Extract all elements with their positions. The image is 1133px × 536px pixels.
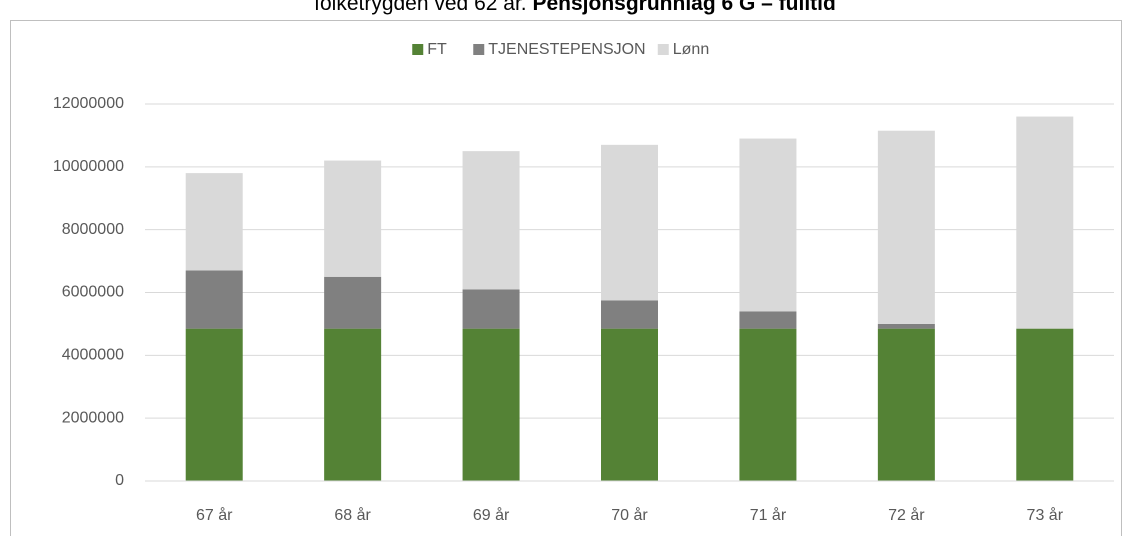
- x-tick-label: 68 år: [334, 506, 371, 524]
- bar-segment: [462, 289, 520, 329]
- bar-segment: [1016, 328, 1074, 481]
- bar-segment: [324, 276, 382, 329]
- x-tick-label: 72 år: [888, 506, 925, 524]
- y-tick-label: 4000000: [62, 347, 124, 364]
- bar-segment: [1016, 116, 1074, 329]
- bar-segment: [877, 323, 935, 329]
- bar-segment: [462, 151, 520, 290]
- bar-segment: [877, 328, 935, 481]
- y-tick-label: 2000000: [62, 409, 124, 426]
- x-tick-label: 67 år: [196, 506, 233, 524]
- legend-swatch: [657, 44, 669, 55]
- chart-title: folketrygden ved 62 år. Pensjonsgrunnlag…: [314, 0, 836, 15]
- x-tick-label: 69 år: [473, 506, 510, 524]
- legend-label: Lønn: [673, 41, 709, 58]
- bar-segment: [601, 300, 658, 329]
- legend-label: TJENESTEPENSJON: [488, 41, 645, 58]
- bar-segment: [877, 130, 935, 324]
- bar-segment: [462, 328, 520, 481]
- bar-segment: [324, 328, 382, 481]
- bar-segment: [601, 144, 658, 301]
- y-tick-label: 10000000: [53, 158, 124, 175]
- bar-segment: [739, 311, 797, 329]
- y-tick-label: 8000000: [62, 221, 124, 238]
- legend-label: FT: [427, 41, 447, 58]
- chart-frame: [10, 20, 1122, 536]
- x-tick-label: 73 år: [1027, 506, 1064, 524]
- bar-segment: [185, 173, 243, 271]
- bar-segment: [185, 270, 243, 329]
- title-bold: Pensjonsgrunnlag 6 G – fulltid: [532, 0, 835, 15]
- y-tick-label: 0: [115, 472, 124, 489]
- x-tick-label: 70 år: [611, 506, 648, 524]
- y-tick-label: 6000000: [62, 284, 124, 301]
- bar-segment: [739, 328, 797, 481]
- y-tick-label: 12000000: [53, 95, 124, 112]
- x-tick-label: 71 år: [750, 506, 787, 524]
- legend-swatch: [412, 44, 424, 55]
- bar-segment: [324, 160, 382, 277]
- legend-swatch: [473, 44, 485, 55]
- bar-segment: [739, 138, 797, 312]
- title-text: folketrygden ved 62 år.: [314, 0, 526, 15]
- bar-segment: [601, 328, 658, 481]
- bar-segment: [185, 328, 243, 481]
